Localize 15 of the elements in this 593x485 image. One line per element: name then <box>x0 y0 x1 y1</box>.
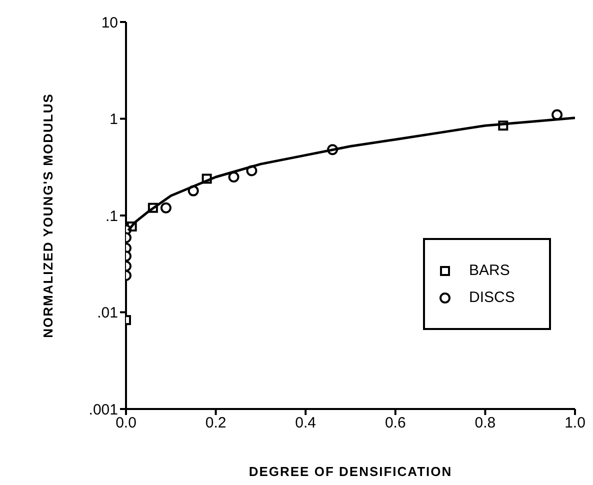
legend-label: DISCS <box>469 289 515 306</box>
y-axis-title: NORMALIZED YOUNG'S MODULUS <box>40 93 56 338</box>
y-tick-label: .1 <box>105 208 118 225</box>
y-tick-label: .001 <box>88 401 118 418</box>
x-tick-label: 1.0 <box>564 414 586 432</box>
y-tick-label: 1 <box>110 111 118 128</box>
x-tick-label: 0.4 <box>295 414 316 432</box>
x-tick-label: 0.0 <box>116 414 136 432</box>
y-tick-label: 10 <box>101 14 118 32</box>
x-axis-title: DEGREE OF DENSIFICATION <box>248 464 452 480</box>
y-tick-label: .01 <box>97 304 118 322</box>
x-tick-label: 0.8 <box>474 414 496 432</box>
legend-label: BARS <box>469 262 510 279</box>
x-tick-label: 0.2 <box>205 414 226 432</box>
x-tick-label: 0.6 <box>384 414 406 432</box>
